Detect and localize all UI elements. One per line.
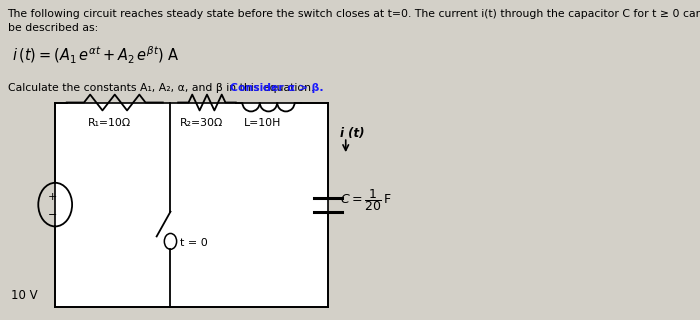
Text: 10 V: 10 V [11,289,38,302]
Text: $C = \dfrac{1}{20}\,\mathrm{F}$: $C = \dfrac{1}{20}\,\mathrm{F}$ [340,187,391,212]
Bar [55,102,328,307]
Text: $i\,(t) = (A_1\,e^{\alpha t}+A_2\,e^{\beta t})\;\mathrm{A}$: $i\,(t) = (A_1\,e^{\alpha t}+A_2\,e^{\be… [12,45,179,66]
Text: R₂=30Ω: R₂=30Ω [180,118,223,128]
Text: Calculate the constants A₁, A₂, α, and β in this equation.: Calculate the constants A₁, A₂, α, and β… [8,83,317,93]
Text: Consider α > β.: Consider α > β. [230,83,323,93]
Text: −: − [48,210,57,220]
Text: L=10H: L=10H [244,118,281,128]
Text: +: + [48,192,57,202]
Text: R₁=10Ω: R₁=10Ω [88,118,131,128]
Text: be described as:: be described as: [8,23,98,33]
Text: t = 0: t = 0 [180,238,207,248]
Text: i (t): i (t) [340,127,364,140]
Text: The following circuit reaches steady state before the switch closes at t=0. The : The following circuit reaches steady sta… [8,9,700,19]
